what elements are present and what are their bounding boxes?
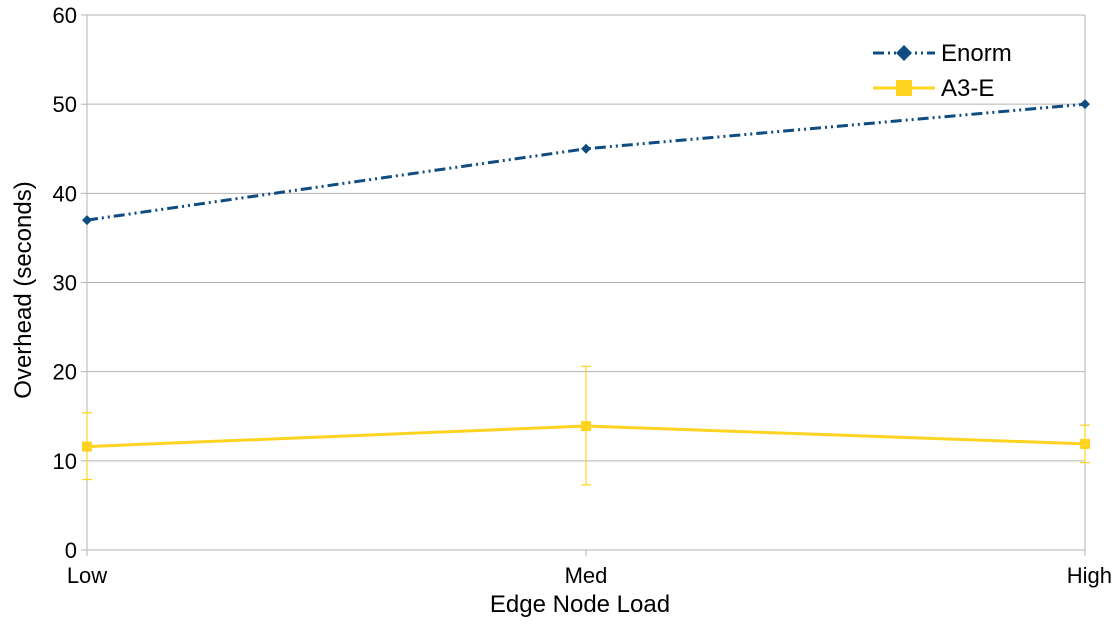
data-point bbox=[82, 441, 92, 452]
legend-item: A3-E bbox=[873, 75, 994, 102]
axes bbox=[81, 14, 1086, 556]
y-axis-title: Overhead (seconds) bbox=[10, 181, 37, 398]
y-tick-label: 30 bbox=[53, 271, 77, 296]
series-layer bbox=[82, 99, 1090, 486]
data-point bbox=[581, 421, 591, 432]
x-tick-label: Med bbox=[565, 563, 608, 588]
legend-label: A3-E bbox=[941, 75, 994, 102]
data-point bbox=[82, 215, 92, 226]
x-axis-title: Edge Node Load bbox=[490, 591, 670, 618]
legend-swatch-marker bbox=[896, 80, 912, 96]
x-tick-label: Low bbox=[67, 563, 107, 588]
legend-swatch-marker bbox=[896, 45, 912, 61]
legend: Enorm A3-E bbox=[873, 40, 1012, 102]
series-line bbox=[86, 102, 1086, 222]
y-tick-label: 40 bbox=[53, 181, 77, 206]
series-a3-e bbox=[82, 365, 1090, 486]
y-tick-label: 50 bbox=[53, 92, 77, 117]
data-point bbox=[1080, 99, 1090, 110]
y-tick-label: 0 bbox=[65, 538, 77, 563]
x-tick-label: High bbox=[1067, 563, 1112, 588]
series-enorm bbox=[82, 99, 1090, 226]
y-tick-label: 20 bbox=[53, 360, 77, 385]
data-point bbox=[1080, 438, 1090, 449]
legend-item: Enorm bbox=[873, 40, 1012, 67]
legend-label: Enorm bbox=[941, 40, 1012, 67]
y-tick-label: 60 bbox=[53, 3, 77, 28]
y-tick-label: 10 bbox=[53, 449, 77, 474]
y-tick-labels: 0 10 20 30 40 50 60 bbox=[53, 3, 77, 563]
data-point bbox=[581, 143, 591, 154]
x-tick-labels: Low Med High bbox=[67, 563, 1112, 588]
